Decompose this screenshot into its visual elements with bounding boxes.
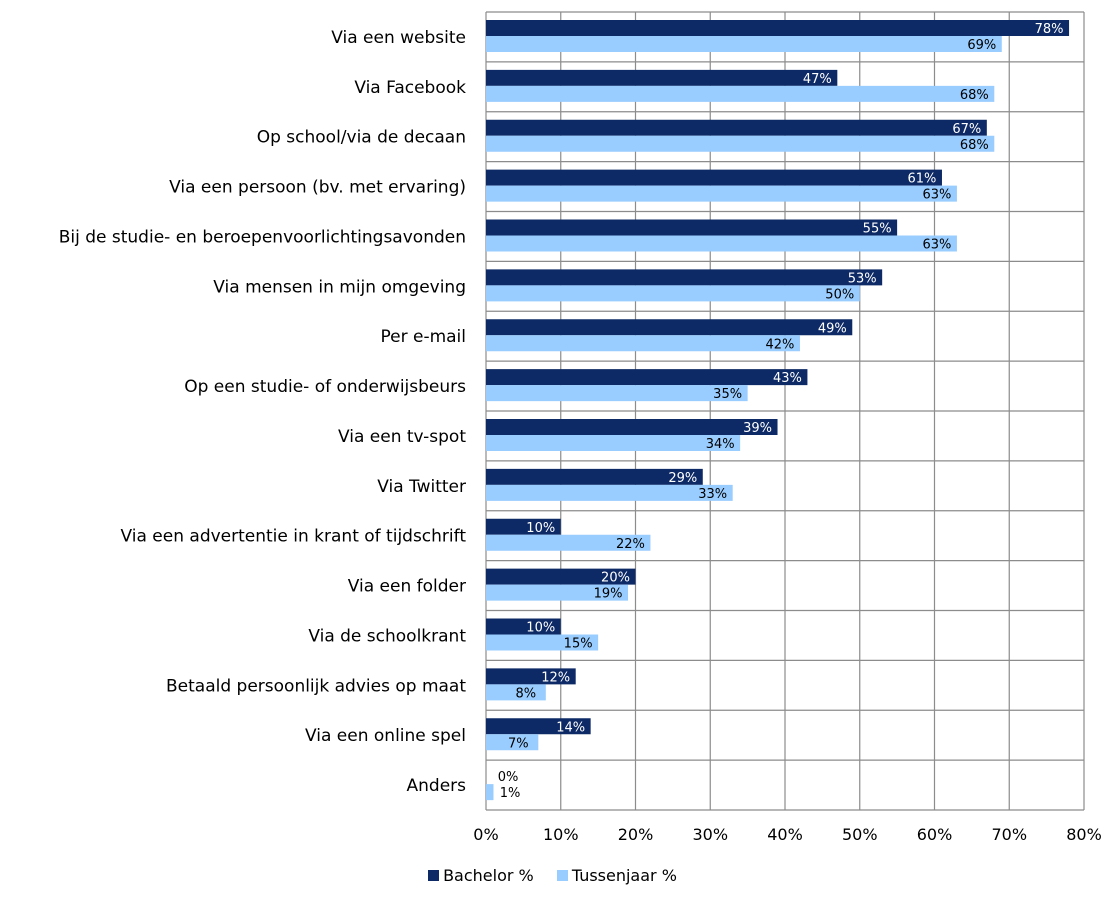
bar-tussenjaar xyxy=(486,634,599,651)
data-label-bachelor: 14% xyxy=(556,720,585,735)
data-label-bachelor: 29% xyxy=(668,471,697,486)
data-label-tussenjaar: 68% xyxy=(960,138,989,153)
bar-bachelor xyxy=(486,219,898,236)
data-label-tussenjaar: 63% xyxy=(922,188,951,203)
bar-bachelor xyxy=(486,369,808,386)
bar-bachelor xyxy=(486,119,987,136)
category-label: Via mensen in mijn omgeving xyxy=(213,277,466,297)
data-label-tussenjaar: 69% xyxy=(967,38,996,53)
bar-tussenjaar xyxy=(486,435,741,451)
category-label: Via een tv-spot xyxy=(338,427,466,447)
legend-swatch-tussenjaar xyxy=(556,870,568,881)
data-label-tussenjaar: 68% xyxy=(960,88,989,103)
bar-bachelor xyxy=(486,718,591,735)
category-label: Op school/via de decaan xyxy=(257,128,466,148)
legend: Bachelor % Tussenjaar % xyxy=(0,866,1105,885)
legend-label-bachelor: Bachelor % xyxy=(443,866,534,885)
data-label-tussenjaar: 7% xyxy=(508,736,529,751)
data-label-bachelor: 10% xyxy=(526,521,555,536)
bar-bachelor xyxy=(486,269,883,286)
bar-bachelor xyxy=(486,419,778,435)
data-label-bachelor: 0% xyxy=(498,770,519,785)
category-label: Via de schoolkrant xyxy=(308,626,466,646)
data-label-bachelor: 61% xyxy=(908,172,937,187)
bar-tussenjaar xyxy=(486,484,733,501)
x-tick-label: 80% xyxy=(1066,825,1102,844)
category-label: Via een online spel xyxy=(305,726,466,746)
x-tick-label: 60% xyxy=(917,825,953,844)
data-label-bachelor: 10% xyxy=(526,621,555,636)
category-label: Anders xyxy=(407,776,467,796)
data-label-tussenjaar: 22% xyxy=(616,537,645,552)
legend-item-bachelor: Bachelor % xyxy=(428,866,534,885)
bar-tussenjaar xyxy=(486,734,539,751)
legend-item-tussenjaar: Tussenjaar % xyxy=(556,866,677,885)
data-label-tussenjaar: 63% xyxy=(922,238,951,253)
x-tick-labels: 0% 10% 20% 30% 40% 50% 60% 70% 80% xyxy=(473,825,1101,844)
category-label: Op een studie- of onderwijsbeurs xyxy=(184,377,466,397)
bar-tussenjaar xyxy=(486,85,995,102)
data-label-bachelor: 67% xyxy=(952,122,981,137)
category-label: Via Twitter xyxy=(377,477,466,497)
data-label-tussenjaar: 50% xyxy=(825,287,854,302)
bar-tussenjaar xyxy=(486,584,629,601)
data-label-tussenjaar: 35% xyxy=(713,387,742,402)
bar-bachelor xyxy=(486,668,576,685)
data-label-tussenjaar: 34% xyxy=(706,437,735,452)
bar-tussenjaar xyxy=(486,684,546,701)
bar-bachelor xyxy=(486,169,942,186)
data-label-bachelor: 55% xyxy=(863,222,892,237)
x-tick-label: 0% xyxy=(473,825,498,844)
category-label: Via Facebook xyxy=(354,78,466,98)
bar-tussenjaar xyxy=(486,36,1002,52)
data-label-tussenjaar: 1% xyxy=(500,786,521,801)
data-label-tussenjaar: 15% xyxy=(564,637,593,652)
bars: 78%69%47%68%67%68%61%63%55%63%53%50%49%4… xyxy=(486,20,1070,801)
category-label: Via een folder xyxy=(348,577,466,597)
legend-label-tussenjaar: Tussenjaar % xyxy=(571,866,677,885)
category-label: Bij de studie- en beroepenvoorlichtingsa… xyxy=(59,227,466,247)
bar-bachelor xyxy=(486,618,561,635)
data-label-bachelor: 78% xyxy=(1035,22,1064,37)
bar-bachelor xyxy=(486,69,838,86)
x-tick-label: 20% xyxy=(618,825,654,844)
x-tick-label: 70% xyxy=(991,825,1027,844)
category-labels: Via een website Via Facebook Op school/via… xyxy=(59,28,467,796)
data-label-bachelor: 53% xyxy=(848,271,877,286)
bar-bachelor xyxy=(486,568,636,585)
x-tick-label: 30% xyxy=(692,825,728,844)
bar-tussenjaar xyxy=(486,285,860,302)
data-label-bachelor: 20% xyxy=(601,571,630,586)
category-label: Via een advertentie in krant of tijdschr… xyxy=(121,527,467,547)
bar-bachelor xyxy=(486,20,1070,36)
data-label-tussenjaar: 19% xyxy=(594,587,623,602)
bar-tussenjaar xyxy=(486,784,494,801)
category-label: Via een website xyxy=(331,28,466,48)
x-tick-label: 10% xyxy=(543,825,579,844)
category-label: Via een persoon (bv. met ervaring) xyxy=(169,178,466,198)
bar-tussenjaar xyxy=(486,534,651,551)
data-label-bachelor: 49% xyxy=(818,321,847,336)
x-tick-label: 50% xyxy=(842,825,878,844)
data-label-bachelor: 12% xyxy=(541,670,570,685)
data-label-tussenjaar: 8% xyxy=(515,686,536,701)
bar-tussenjaar xyxy=(486,385,748,402)
data-label-bachelor: 47% xyxy=(803,72,832,87)
category-label: Betaald persoonlijk advies op maat xyxy=(166,676,466,696)
bar-tussenjaar xyxy=(486,185,957,202)
category-label: Per e-mail xyxy=(380,327,466,347)
data-label-bachelor: 39% xyxy=(743,421,772,436)
data-label-bachelor: 43% xyxy=(773,371,802,386)
x-tick-label: 40% xyxy=(767,825,803,844)
data-label-tussenjaar: 42% xyxy=(765,337,794,352)
bar-bachelor xyxy=(486,319,853,336)
bar-tussenjaar xyxy=(486,235,957,252)
bar-bachelor xyxy=(486,468,703,485)
bar-tussenjaar xyxy=(486,135,995,152)
bar-tussenjaar xyxy=(486,335,800,352)
legend-swatch-bachelor xyxy=(428,870,440,881)
data-label-tussenjaar: 33% xyxy=(698,487,727,502)
bar-bachelor xyxy=(486,518,561,535)
